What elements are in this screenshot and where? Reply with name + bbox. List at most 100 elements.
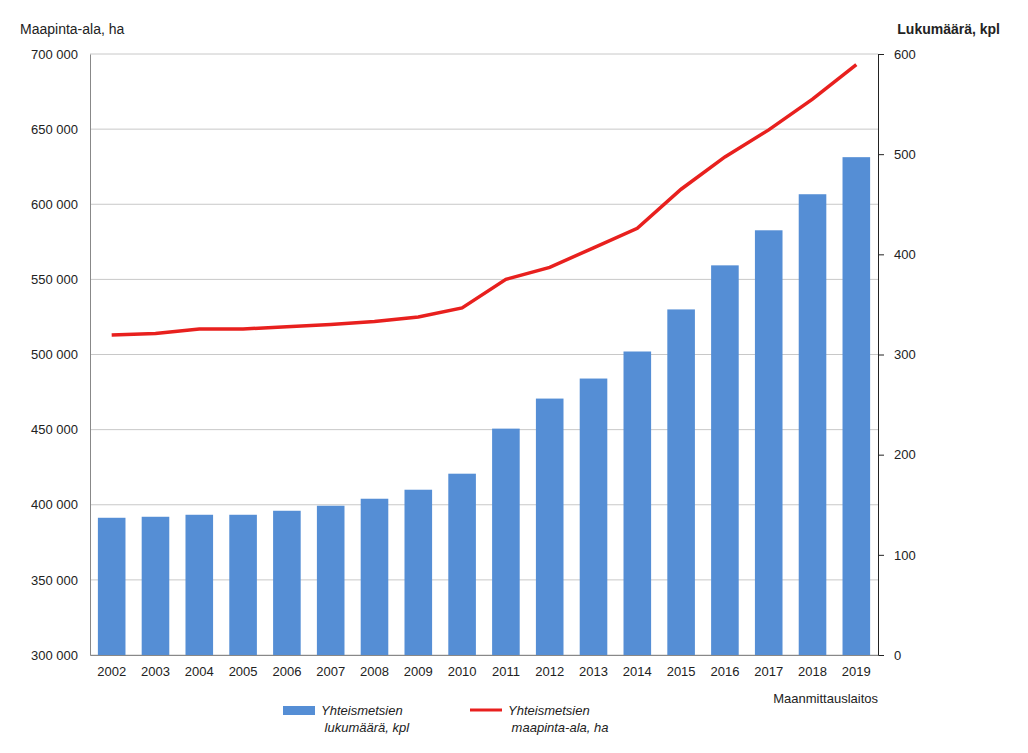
tick-label: 2013 <box>579 664 608 679</box>
tick: 100 <box>878 547 916 562</box>
bar <box>492 429 520 655</box>
grid-line <box>90 129 878 130</box>
legend-swatch <box>470 709 502 712</box>
tick: 500 <box>878 147 916 162</box>
tick-mark <box>878 455 884 456</box>
tick-label: 2014 <box>623 664 652 679</box>
tick: 200 <box>878 447 916 462</box>
bar <box>317 506 345 655</box>
tick: 450 000 <box>31 422 90 437</box>
tick-label: 300 <box>894 347 916 362</box>
bar <box>843 157 871 655</box>
chart: 300 000 350 000 400 000 450 000 500 000 550 0… <box>0 0 1028 753</box>
bar <box>624 351 652 655</box>
tick: 600 000 <box>31 197 90 212</box>
tick-label: 2002 <box>97 664 126 679</box>
tick-label: 450 000 <box>31 422 78 437</box>
tick: 2019 <box>842 664 871 679</box>
bar <box>404 490 432 655</box>
bar <box>273 511 301 655</box>
tick-label: 500 000 <box>31 347 78 362</box>
tick-label: 600 000 <box>31 197 78 212</box>
tick-mark <box>878 254 884 255</box>
tick: 400 <box>878 247 916 262</box>
tick-label: 2017 <box>754 664 783 679</box>
y-axis-title: Maapinta-ala, ha <box>20 21 125 37</box>
bar <box>361 499 389 655</box>
tick: 0 <box>878 648 901 663</box>
y2-axis-title: Lukumäärä, kpl <box>897 21 1000 37</box>
tick: 500 000 <box>31 347 90 362</box>
bar <box>185 515 213 655</box>
bar <box>142 517 170 655</box>
axis-line <box>90 55 91 656</box>
source: Maanmittauslaitos <box>773 691 878 706</box>
tick-label: 400 000 <box>31 497 78 512</box>
bar <box>98 518 126 655</box>
tick: 2015 <box>667 664 696 679</box>
grid <box>90 54 878 655</box>
tick-label: 2005 <box>229 664 258 679</box>
tick-label: 600 <box>894 47 916 62</box>
tick-mark <box>878 355 884 356</box>
tick: 2010 <box>448 664 477 679</box>
tick-label: 300 000 <box>31 648 78 663</box>
bar <box>580 379 608 655</box>
tick-label: 2004 <box>185 664 214 679</box>
legend-item: Yhteismetsien maapinta-ala, ha <box>470 703 608 735</box>
tick: 2003 <box>141 664 170 679</box>
bar <box>711 265 739 655</box>
legend: Yhteismetsien lukumäärä, kpl Yhteismetsie… <box>283 703 608 735</box>
legend-label: Yhteismetsien maapinta-ala, ha <box>508 703 608 735</box>
tick-label: 2003 <box>141 664 170 679</box>
bar <box>448 474 476 655</box>
tick-label: 350 000 <box>31 573 78 588</box>
tick-label: 2007 <box>316 664 345 679</box>
tick-mark <box>878 655 884 656</box>
tick: 2004 <box>185 664 214 679</box>
tick: 300 <box>878 347 916 362</box>
tick: 2006 <box>272 664 301 679</box>
x-axis: 2002 2003 2004 2005 2006 2007 2008 2009 2010 2011… <box>91 656 879 680</box>
tick: 2009 <box>404 664 433 679</box>
tick-mark <box>878 555 884 556</box>
legend-item: Yhteismetsien lukumäärä, kpl <box>283 703 410 735</box>
tick-label: 2018 <box>798 664 827 679</box>
tick: 2014 <box>623 664 652 679</box>
tick-label: 2009 <box>404 664 433 679</box>
tick-label: 2008 <box>360 664 389 679</box>
tick-label: 2012 <box>535 664 564 679</box>
tick: 2005 <box>229 664 258 679</box>
bar <box>667 309 695 655</box>
tick-label: 550 000 <box>31 272 78 287</box>
bar <box>799 194 827 655</box>
line <box>112 65 857 335</box>
tick-label: 100 <box>894 547 916 562</box>
bar <box>536 399 564 655</box>
tick-mark <box>878 54 884 55</box>
y-axis: 300 000 350 000 400 000 450 000 500 000 550 0… <box>31 47 91 663</box>
tick: 2007 <box>316 664 345 679</box>
tick-mark <box>878 154 884 155</box>
tick-label: 650 000 <box>31 122 78 137</box>
plot-area <box>98 65 870 655</box>
grid-line <box>90 204 878 205</box>
tick: 400 000 <box>31 497 90 512</box>
tick-label: 2016 <box>710 664 739 679</box>
tick: 2008 <box>360 664 389 679</box>
legend-swatch <box>283 706 315 715</box>
tick-label: 2011 <box>492 664 520 679</box>
tick: 650 000 <box>31 122 90 137</box>
tick-label: 2019 <box>842 664 871 679</box>
tick-label: 2015 <box>667 664 696 679</box>
tick-label: 2010 <box>448 664 477 679</box>
tick: 2011 <box>492 664 520 679</box>
legend-label: Yhteismetsien lukumäärä, kpl <box>321 703 410 735</box>
bar <box>755 230 783 655</box>
tick: 2017 <box>754 664 783 679</box>
bar <box>229 515 257 655</box>
tick: 2018 <box>798 664 827 679</box>
axis-line <box>879 55 885 656</box>
tick-label: 500 <box>894 147 916 162</box>
tick: 700 000 <box>31 47 90 62</box>
